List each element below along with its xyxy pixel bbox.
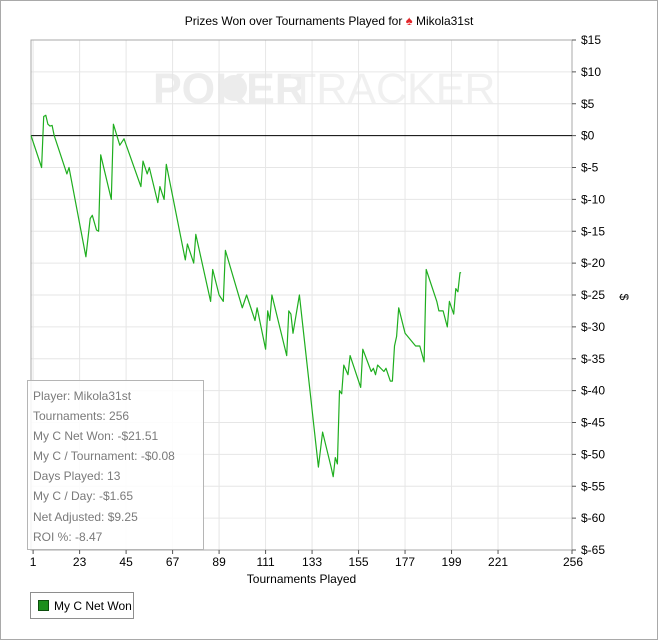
y-tick-label: $-10 bbox=[581, 192, 605, 206]
y-tick-label: $-60 bbox=[581, 511, 605, 525]
y-tick-label: $0 bbox=[581, 129, 595, 143]
legend-label: My C Net Won bbox=[54, 598, 132, 613]
x-tick-label: 155 bbox=[349, 555, 369, 569]
y-tick-label: $-55 bbox=[581, 479, 605, 493]
y-axis-title: $ bbox=[617, 294, 631, 301]
y-tick-label: $-5 bbox=[581, 161, 599, 175]
x-tick-label: 45 bbox=[119, 555, 133, 569]
x-tick-label: 133 bbox=[302, 555, 322, 569]
y-tick-label: $-40 bbox=[581, 384, 605, 398]
y-tick-label: $10 bbox=[581, 65, 601, 79]
x-axis: 1 23 45 67 89 111 133 155 177 199 221 256 bbox=[30, 550, 583, 569]
x-tick-label: 111 bbox=[256, 555, 275, 569]
stat-roi: ROI %: -8.47 bbox=[33, 529, 103, 544]
y-axis: $15 $10 $5 $0 $-5 $-10 $-15 $-20 $-25 $-30 $-35 $-4… bbox=[572, 33, 605, 557]
x-tick-label: 177 bbox=[395, 555, 415, 569]
x-tick-label: 23 bbox=[73, 555, 87, 569]
stat-net-won: My C Net Won: -$21.51 bbox=[33, 429, 159, 444]
y-tick-label: $-50 bbox=[581, 447, 605, 461]
chart-title-text: Prizes Won over Tournaments Played for bbox=[184, 14, 403, 28]
x-tick-label: 89 bbox=[212, 555, 226, 569]
spade-icon: ♠ bbox=[405, 13, 413, 28]
x-tick-label: 221 bbox=[488, 555, 508, 569]
stat-per-tournament: My C / Tournament: -$0.08 bbox=[33, 449, 175, 464]
player-name: Mikola31st bbox=[415, 14, 474, 28]
y-tick-label: $-20 bbox=[581, 256, 605, 270]
watermark-text-bold: POKER bbox=[153, 65, 306, 113]
y-tick-label: $-35 bbox=[581, 352, 605, 366]
stats-panel: Player: Mikola31st Tournaments: 256 My C… bbox=[27, 380, 204, 550]
legend-swatch bbox=[38, 600, 49, 611]
stat-days-played: Days Played: 13 bbox=[33, 469, 121, 484]
stat-tournaments: Tournaments: 256 bbox=[33, 409, 130, 424]
y-tick-label: $-45 bbox=[581, 416, 605, 430]
poker-chip-icon bbox=[221, 75, 247, 101]
chart-title: Prizes Won over Tournaments Played for ♠… bbox=[0, 13, 658, 28]
legend: My C Net Won bbox=[30, 592, 134, 619]
x-tick-label: 1 bbox=[30, 555, 37, 569]
y-tick-label: $-30 bbox=[581, 320, 605, 334]
series-line-my-c-net-won bbox=[30, 114, 462, 478]
x-tick-label: 256 bbox=[563, 555, 583, 569]
stat-player: Player: Mikola31st bbox=[33, 389, 132, 403]
watermark-text-light: TRACKER bbox=[290, 65, 495, 113]
y-tick-label: $-65 bbox=[581, 543, 605, 557]
watermark: POKER TRACKER bbox=[153, 65, 495, 113]
series-line-group bbox=[30, 114, 462, 478]
stat-net-adjusted: Net Adjusted: $9.25 bbox=[33, 509, 138, 524]
y-tick-label: $15 bbox=[581, 33, 601, 47]
y-tick-label: $-25 bbox=[581, 288, 605, 302]
x-axis-title: Tournaments Played bbox=[246, 572, 357, 586]
stat-per-day: My C / Day: -$1.65 bbox=[33, 489, 134, 504]
y-tick-label: $5 bbox=[581, 97, 595, 111]
x-tick-label: 199 bbox=[442, 555, 462, 569]
y-tick-label: $-15 bbox=[581, 224, 605, 238]
x-tick-label: 67 bbox=[166, 555, 180, 569]
